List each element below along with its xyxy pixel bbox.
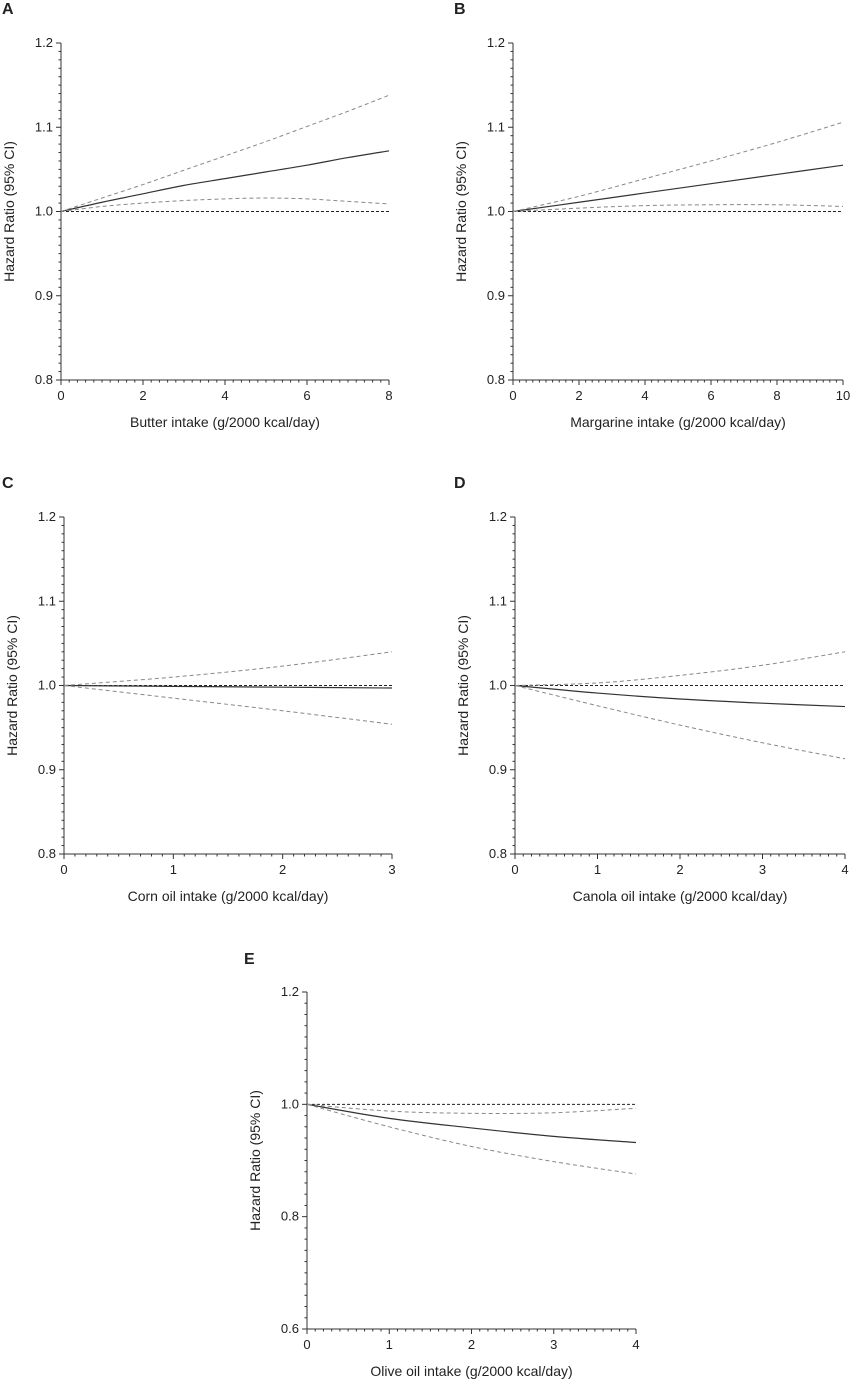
panel-letter: A [2, 1, 14, 18]
x-tick-label: 2 [575, 388, 582, 403]
y-tick-label: 1.1 [487, 119, 505, 134]
x-tick-label: 2 [468, 1337, 475, 1352]
y-tick-label: 1.2 [487, 35, 505, 50]
x-axis-label: Olive oil intake (g/2000 kcal/day) [370, 1363, 572, 1379]
y-tick-label: 1.0 [35, 204, 53, 219]
x-tick-label: 3 [759, 862, 766, 877]
x-tick-label: 8 [773, 388, 780, 403]
x-tick-label: 0 [57, 388, 64, 403]
x-tick-label: 3 [388, 862, 395, 877]
y-tick-label: 0.9 [489, 762, 507, 777]
x-tick-label: 2 [279, 862, 286, 877]
upper-line [63, 651, 393, 686]
x-tick-label: 0 [509, 388, 516, 403]
x-tick-label: 2 [676, 862, 683, 877]
x-tick-label: 6 [707, 388, 714, 403]
y-tick-label: 1.1 [35, 119, 53, 134]
panel-d: D 0.8 0.9 1.0 1.1 1.2 0 1 2 3 4 Canola oil intake (… [454, 475, 849, 904]
y-tick-label: 0.8 [487, 372, 505, 387]
upper-line [512, 121, 844, 212]
y-axis-label: Hazard Ratio (95% CI) [4, 615, 20, 756]
lower-line [60, 197, 390, 212]
y-tick-label: 0.9 [38, 762, 56, 777]
y-tick-label: 0.9 [487, 288, 505, 303]
y-tick-label: 1.1 [489, 593, 507, 608]
x-tick-label: 3 [550, 1337, 557, 1352]
estimate-line [63, 684, 393, 689]
y-axis-label: Hazard Ratio (95% CI) [1, 141, 17, 282]
x-tick-label: 1 [170, 862, 177, 877]
x-tick-label: 0 [303, 1337, 310, 1352]
y-tick-label: 1.0 [281, 1096, 299, 1111]
estimate-line [306, 1103, 637, 1144]
upper-line [306, 1103, 637, 1114]
y-tick-label: 0.8 [35, 372, 53, 387]
y-tick-label: 0.8 [489, 846, 507, 861]
x-tick-label: 10 [836, 388, 850, 403]
panel-letter: E [244, 951, 255, 968]
x-axis-label: Corn oil intake (g/2000 kcal/day) [128, 888, 329, 904]
y-tick-label: 1.0 [487, 204, 505, 219]
upper-line [514, 651, 846, 686]
lower-line [306, 1103, 637, 1175]
estimate-line [514, 684, 846, 708]
y-tick-label: 0.8 [38, 846, 56, 861]
x-tick-label: 4 [632, 1337, 639, 1352]
y-tick-label: 1.2 [35, 35, 53, 50]
x-tick-label: 2 [139, 388, 146, 403]
y-axis-label: Hazard Ratio (95% CI) [247, 1090, 263, 1231]
x-axis-label: Margarine intake (g/2000 kcal/day) [570, 414, 786, 430]
y-tick-label: 1.2 [38, 509, 56, 524]
estimate-line [512, 164, 844, 213]
x-tick-label: 0 [60, 862, 67, 877]
x-tick-label: 4 [641, 388, 648, 403]
y-tick-label: 1.2 [489, 509, 507, 524]
x-tick-label: 8 [385, 388, 392, 403]
y-tick-label: 0.8 [281, 1209, 299, 1224]
panel-letter: D [454, 475, 466, 492]
y-tick-label: 1.1 [38, 593, 56, 608]
y-tick-label: 1.0 [489, 678, 507, 693]
panel-b: B 0.8 0.9 1.0 1.1 1.2 0 2 4 6 8 10 Margarine intake … [453, 1, 850, 430]
y-axis-label: Hazard Ratio (95% CI) [453, 141, 469, 282]
y-tick-label: 0.6 [281, 1321, 299, 1336]
panel-e: E 0.6 0.8 1.0 1.2 0 1 2 3 4 Olive oil intake (g/20… [244, 951, 640, 1379]
panel-letter: B [454, 1, 466, 18]
x-tick-label: 0 [511, 862, 518, 877]
lower-line [512, 204, 844, 212]
y-tick-label: 0.9 [35, 288, 53, 303]
x-tick-label: 1 [594, 862, 601, 877]
x-tick-label: 4 [841, 862, 848, 877]
lower-line [63, 685, 393, 725]
lower-line [514, 685, 846, 760]
x-axis-label: Canola oil intake (g/2000 kcal/day) [573, 888, 788, 904]
x-tick-label: 4 [221, 388, 228, 403]
y-tick-label: 1.0 [38, 678, 56, 693]
upper-line [60, 94, 390, 212]
panel-letter: C [2, 475, 14, 492]
y-tick-label: 1.2 [281, 984, 299, 999]
panel-c: C 0.8 0.9 1.0 1.1 1.2 0 1 2 3 Corn oil intake (g/2… [2, 475, 396, 904]
panel-a: A 0.8 0.9 1.0 1.1 1.2 0 2 4 6 8 Butter intake (g/20… [1, 1, 393, 430]
estimate-line [60, 150, 390, 213]
x-tick-label: 1 [386, 1337, 393, 1352]
x-axis-label: Butter intake (g/2000 kcal/day) [130, 414, 320, 430]
x-tick-label: 6 [303, 388, 310, 403]
y-axis-label: Hazard Ratio (95% CI) [455, 615, 471, 756]
